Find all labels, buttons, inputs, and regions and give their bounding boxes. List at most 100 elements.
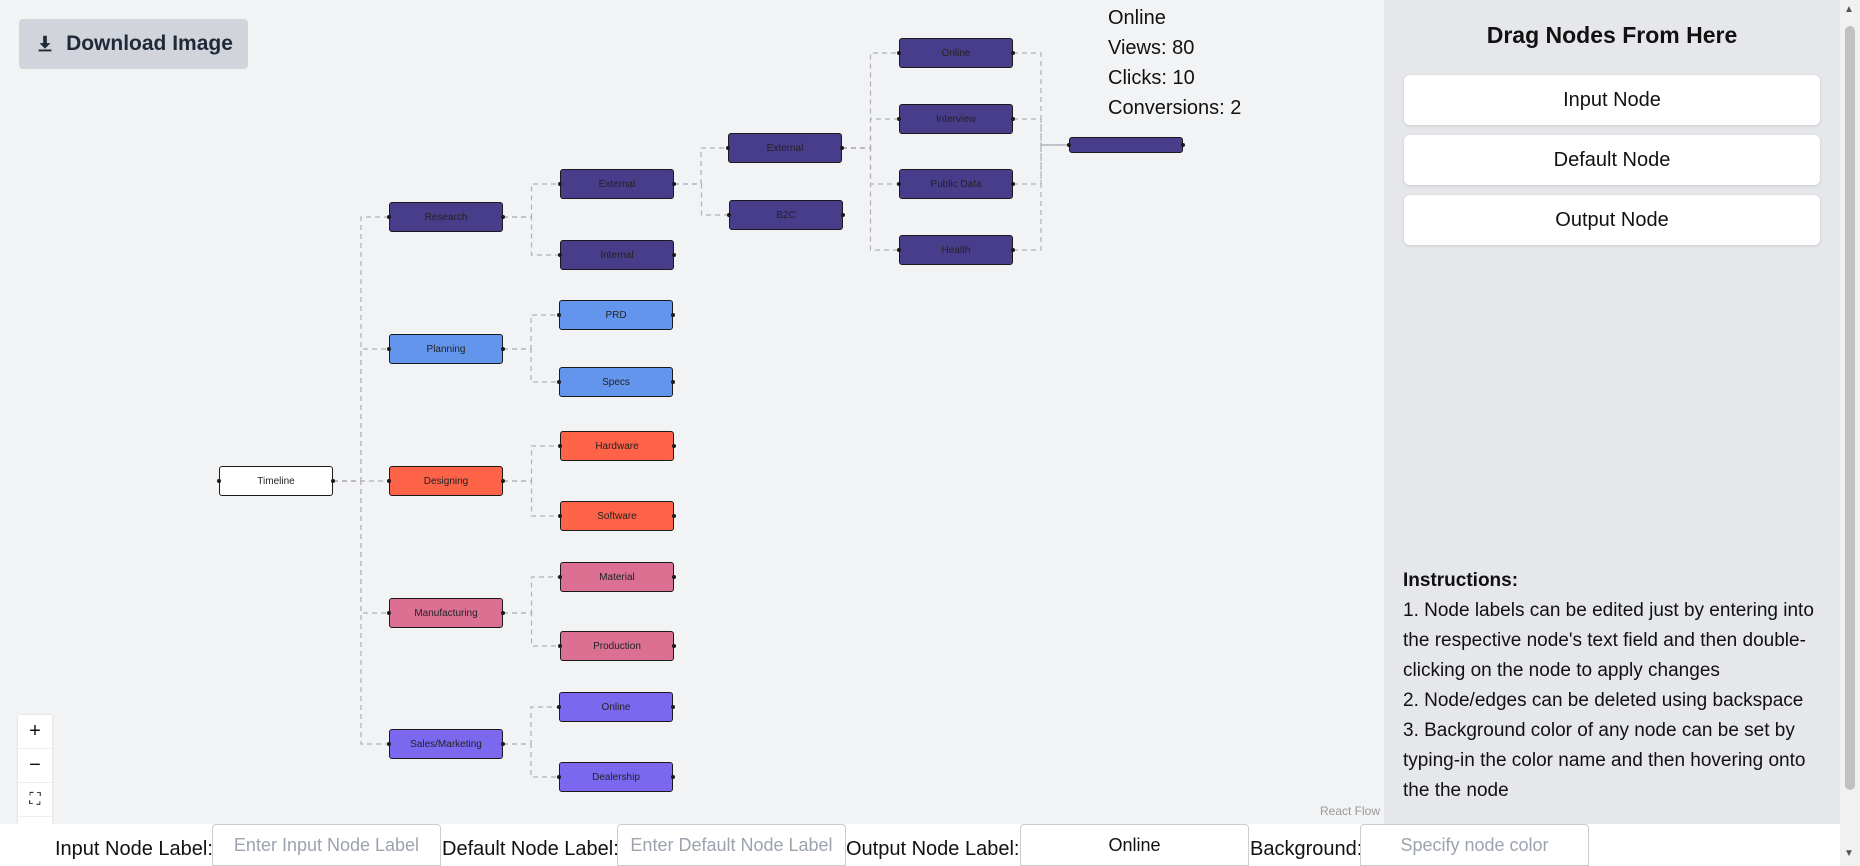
target-handle[interactable] [558, 253, 562, 257]
scroll-up-icon[interactable]: ▲ [1844, 4, 1854, 15]
scroll-down-icon[interactable]: ▼ [1844, 848, 1854, 859]
target-handle[interactable] [897, 248, 901, 252]
target-handle[interactable] [897, 117, 901, 121]
node-prd[interactable]: PRD [557, 300, 675, 330]
target-handle[interactable] [1067, 143, 1071, 147]
target-handle[interactable] [727, 213, 731, 217]
source-handle[interactable] [672, 644, 676, 648]
edge-designing-hardware[interactable] [503, 445, 560, 482]
target-handle[interactable] [726, 146, 730, 150]
source-handle[interactable] [501, 347, 505, 351]
source-handle[interactable] [501, 215, 505, 219]
target-handle[interactable] [558, 575, 562, 579]
target-handle[interactable] [387, 479, 391, 483]
target-handle[interactable] [897, 182, 901, 186]
node-specs[interactable]: Specs [557, 367, 675, 397]
target-handle[interactable] [897, 51, 901, 55]
source-handle[interactable] [1181, 143, 1185, 147]
node-hardware[interactable]: Hardware [558, 431, 676, 461]
edge-ext-external-online[interactable] [842, 52, 899, 149]
edge-timeline-sales[interactable] [333, 480, 389, 745]
node-output[interactable] [1067, 137, 1185, 153]
edge-online-output[interactable] [1013, 52, 1069, 146]
node-r-external[interactable]: External [558, 169, 676, 199]
source-handle[interactable] [672, 444, 676, 448]
source-handle[interactable] [840, 146, 844, 150]
edge-ext-external-interview[interactable] [842, 118, 899, 149]
input-node-label-field[interactable] [212, 824, 441, 866]
node-online[interactable]: Online [897, 38, 1015, 68]
node-ext-external[interactable]: External [726, 133, 844, 163]
source-handle[interactable] [671, 705, 675, 709]
node-r-internal[interactable]: Internal [558, 240, 676, 270]
target-handle[interactable] [217, 479, 221, 483]
node-manufacturing[interactable]: Manufacturing [387, 598, 505, 628]
scroll-thumb[interactable] [1845, 26, 1855, 790]
page-scrollbar[interactable]: ▲ ▼ [1840, 0, 1860, 866]
target-handle[interactable] [387, 611, 391, 615]
source-handle[interactable] [671, 313, 675, 317]
edge-research-r-internal[interactable] [503, 216, 560, 256]
edge-sales-s-online[interactable] [503, 706, 559, 745]
edge-planning-specs[interactable] [503, 348, 559, 383]
target-handle[interactable] [387, 215, 391, 219]
target-handle[interactable] [558, 644, 562, 648]
source-handle[interactable] [672, 575, 676, 579]
target-handle[interactable] [387, 347, 391, 351]
target-handle[interactable] [558, 444, 562, 448]
edge-health-output[interactable] [1013, 144, 1069, 251]
edge-r-external-ext-external[interactable] [674, 147, 728, 185]
target-handle[interactable] [387, 742, 391, 746]
target-handle[interactable] [557, 380, 561, 384]
target-handle[interactable] [558, 514, 562, 518]
flow-canvas[interactable]: Timeline Research Planning Designing Manufac… [0, 0, 1384, 824]
edge-research-r-external[interactable] [503, 183, 560, 218]
source-handle[interactable] [1011, 182, 1015, 186]
source-handle[interactable] [501, 611, 505, 615]
source-handle[interactable] [671, 380, 675, 384]
node-health[interactable]: Health [897, 235, 1015, 265]
node-b2c[interactable]: B2C [727, 200, 845, 230]
source-handle[interactable] [501, 742, 505, 746]
node-interview[interactable]: Interview [897, 104, 1015, 134]
node-sales[interactable]: Sales/Marketing [387, 729, 505, 759]
edge-manufacturing-production[interactable] [503, 612, 560, 647]
source-handle[interactable] [1011, 117, 1015, 121]
output-node-draggable[interactable]: Output Node [1404, 195, 1820, 245]
target-handle[interactable] [558, 182, 562, 186]
edge-interview-output[interactable] [1013, 118, 1069, 146]
node-dealership[interactable]: Dealership [557, 762, 675, 792]
node-s-online[interactable]: Online [557, 692, 675, 722]
edge-sales-dealership[interactable] [503, 743, 559, 778]
source-handle[interactable] [841, 213, 845, 217]
node-research[interactable]: Research [387, 202, 505, 232]
default-node-draggable[interactable]: Default Node [1404, 135, 1820, 185]
node-public-data[interactable]: Public Data [897, 169, 1015, 199]
source-handle[interactable] [672, 182, 676, 186]
target-handle[interactable] [557, 775, 561, 779]
lock-button[interactable] [18, 817, 52, 824]
target-handle[interactable] [557, 705, 561, 709]
node-material[interactable]: Material [558, 562, 676, 592]
source-handle[interactable] [501, 479, 505, 483]
node-designing[interactable]: Designing [387, 466, 505, 496]
fit-view-button[interactable]: ⛶ [18, 783, 52, 817]
zoom-out-button[interactable]: − [18, 749, 52, 783]
edge-ext-external-health[interactable] [842, 147, 899, 251]
edge-planning-prd[interactable] [503, 314, 559, 350]
default-node-label-field[interactable] [617, 824, 846, 866]
source-handle[interactable] [672, 514, 676, 518]
input-node-draggable[interactable]: Input Node [1404, 75, 1820, 125]
node-planning[interactable]: Planning [387, 334, 505, 364]
source-handle[interactable] [672, 253, 676, 257]
edge-r-external-b2c[interactable] [674, 183, 729, 216]
target-handle[interactable] [557, 313, 561, 317]
output-node-label-field[interactable] [1020, 824, 1249, 866]
source-handle[interactable] [671, 775, 675, 779]
background-color-field[interactable] [1360, 824, 1589, 866]
zoom-in-button[interactable]: + [18, 715, 52, 749]
edge-manufacturing-material[interactable] [503, 576, 560, 614]
download-image-button[interactable]: Download Image [19, 19, 248, 69]
edge-designing-software[interactable] [503, 480, 560, 517]
node-production[interactable]: Production [558, 631, 676, 661]
